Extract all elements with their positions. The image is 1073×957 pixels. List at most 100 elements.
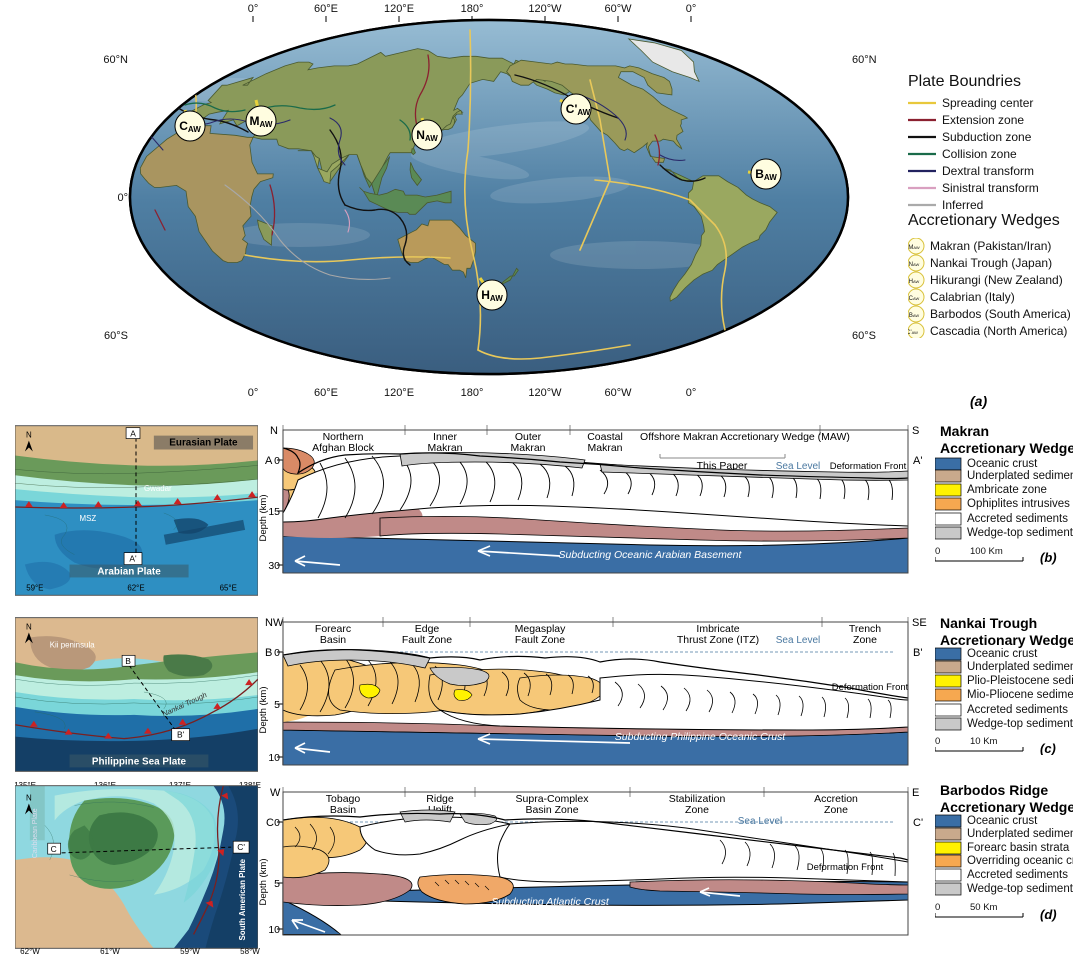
svg-text:Wedge-top sediments: Wedge-top sediments — [967, 718, 1073, 730]
svg-text:Underplated sediments: Underplated sediments — [967, 470, 1073, 482]
svg-text:Accreted sediments: Accreted sediments — [967, 513, 1068, 525]
svg-text:60°N: 60°N — [852, 54, 877, 66]
svg-text:Sea Level: Sea Level — [738, 816, 782, 827]
svg-text:Fault Zone: Fault Zone — [402, 634, 452, 646]
svg-text:B: B — [265, 647, 272, 659]
svg-text:Accreted sediments: Accreted sediments — [967, 704, 1068, 716]
svg-text:Underplated sediments: Underplated sediments — [967, 661, 1073, 673]
svg-text:NW: NW — [265, 617, 284, 629]
svg-text:Forearc basin strata: Forearc basin strata — [967, 842, 1070, 854]
svg-text:Accreted sediments: Accreted sediments — [967, 869, 1068, 881]
svg-text:Overriding oceanic crust: Overriding oceanic crust — [967, 855, 1073, 867]
svg-text:Sea Level: Sea Level — [776, 461, 820, 472]
svg-text:Depth (km): Depth (km) — [258, 687, 269, 734]
svg-text:Underplated sediments: Underplated sediments — [967, 828, 1073, 840]
svg-text:Deformation Front: Deformation Front — [807, 862, 884, 873]
svg-text:(d): (d) — [1040, 907, 1057, 922]
svg-text:120°W: 120°W — [528, 3, 562, 15]
svg-text:Collision zone: Collision zone — [942, 147, 1017, 161]
svg-text:Zone: Zone — [824, 804, 848, 816]
svg-text:60°S: 60°S — [852, 330, 876, 342]
svg-text:Makran: Makran — [587, 442, 622, 454]
svg-text:0: 0 — [274, 817, 280, 829]
svg-text:120°W: 120°W — [528, 387, 562, 399]
svg-text:5: 5 — [274, 699, 280, 711]
svg-text:Oceanic crust: Oceanic crust — [967, 458, 1038, 470]
svg-text:Wedge-top sediments: Wedge-top sediments — [967, 527, 1073, 539]
svg-text:SE: SE — [912, 617, 927, 629]
svg-text:Barbodos (South America): Barbodos (South America) — [930, 307, 1071, 321]
svg-text:0°: 0° — [686, 387, 697, 399]
svg-text:Nankai Trough (Japan): Nankai Trough (Japan) — [930, 256, 1052, 270]
svg-text:Extension zone: Extension zone — [942, 113, 1024, 127]
svg-text:Subduction zone: Subduction zone — [942, 130, 1032, 144]
svg-text:Spreading center: Spreading center — [942, 96, 1033, 110]
svg-text:Ophiplites intrusives: Ophiplites intrusives — [967, 498, 1070, 510]
svg-text:Depth (km): Depth (km) — [258, 859, 269, 906]
svg-text:Zone: Zone — [685, 804, 709, 816]
svg-text:(b): (b) — [1040, 550, 1057, 565]
svg-text:60°E: 60°E — [314, 3, 338, 15]
svg-text:Depth (km): Depth (km) — [258, 495, 269, 542]
svg-text:(c): (c) — [1040, 741, 1056, 755]
svg-text:E: E — [912, 787, 919, 799]
svg-text:Deformation Front: Deformation Front — [832, 682, 909, 693]
svg-text:180°: 180° — [461, 3, 484, 15]
svg-text:60°W: 60°W — [604, 387, 632, 399]
svg-text:Afghan Block: Afghan Block — [312, 442, 375, 454]
svg-text:Deformation Front: Deformation Front — [830, 461, 907, 472]
svg-text:Wedge-top sediments: Wedge-top sediments — [967, 883, 1073, 895]
svg-text:Subducting Atlantic Crust: Subducting Atlantic Crust — [491, 896, 610, 908]
svg-text:Subducting Philippine Oceanic: Subducting Philippine Oceanic Crust — [615, 731, 787, 743]
svg-text:0: 0 — [274, 455, 280, 467]
svg-text:120°E: 120°E — [384, 387, 414, 399]
svg-text:Basin Zone: Basin Zone — [525, 804, 578, 816]
svg-text:60°S: 60°S — [104, 330, 128, 342]
svg-text:C': C' — [913, 817, 923, 829]
svg-text:0°: 0° — [248, 387, 259, 399]
svg-text:Thrust Zone (ITZ): Thrust Zone (ITZ) — [677, 634, 759, 646]
svg-text:0: 0 — [935, 546, 940, 557]
svg-text:10: 10 — [268, 924, 280, 936]
svg-text:Basin: Basin — [330, 804, 356, 816]
svg-text:Oceanic crust: Oceanic crust — [967, 815, 1038, 827]
svg-text:60°W: 60°W — [604, 3, 632, 15]
svg-text:Sea Level: Sea Level — [776, 635, 820, 646]
svg-text:15: 15 — [268, 506, 280, 518]
svg-text:B': B' — [913, 647, 922, 659]
svg-text:Fault Zone: Fault Zone — [515, 634, 565, 646]
svg-text:Mio-Pliocene sediments: Mio-Pliocene sediments — [967, 689, 1073, 701]
svg-text:Calabrian (Italy): Calabrian (Italy) — [930, 290, 1015, 304]
svg-text:Makran (Pakistan/Iran): Makran (Pakistan/Iran) — [930, 239, 1051, 253]
svg-text:N: N — [270, 425, 278, 437]
svg-text:30: 30 — [268, 560, 280, 572]
svg-text:A': A' — [913, 455, 922, 467]
svg-text:S: S — [912, 425, 919, 437]
svg-text:Hikurangi (New Zealand): Hikurangi (New Zealand) — [930, 273, 1063, 287]
svg-text:100 Km: 100 Km — [970, 546, 1003, 557]
svg-text:5: 5 — [274, 878, 280, 890]
svg-text:Sinistral transform: Sinistral transform — [942, 181, 1039, 195]
svg-text:0°: 0° — [686, 3, 697, 15]
svg-text:Oceanic crust: Oceanic crust — [967, 648, 1038, 660]
svg-text:10: 10 — [268, 752, 280, 764]
svg-text:Plio-Pleistocene sediments: Plio-Pleistocene sediments — [967, 675, 1073, 687]
svg-text:A: A — [265, 455, 273, 467]
svg-text:Zone: Zone — [853, 634, 877, 646]
svg-text:0: 0 — [274, 647, 280, 659]
svg-text:Makran: Makran — [510, 442, 545, 454]
svg-text:50 Km: 50 Km — [970, 902, 998, 913]
svg-text:60°N: 60°N — [103, 54, 128, 66]
svg-text:Dextral transform: Dextral transform — [942, 164, 1034, 178]
svg-text:Inferred: Inferred — [942, 198, 983, 210]
svg-text:Subducting Oceanic Arabian Bas: Subducting Oceanic Arabian Basement — [559, 549, 743, 561]
svg-text:0: 0 — [935, 736, 940, 747]
svg-text:Cascadia (North America): Cascadia (North America) — [930, 324, 1067, 338]
svg-text:120°E: 120°E — [384, 3, 414, 15]
svg-text:60°E: 60°E — [314, 387, 338, 399]
svg-text:C: C — [266, 817, 274, 829]
svg-text:0°: 0° — [248, 3, 259, 15]
svg-text:Ambricate zone: Ambricate zone — [967, 484, 1047, 496]
svg-text:180°: 180° — [461, 387, 484, 399]
svg-text:0°: 0° — [117, 192, 128, 204]
